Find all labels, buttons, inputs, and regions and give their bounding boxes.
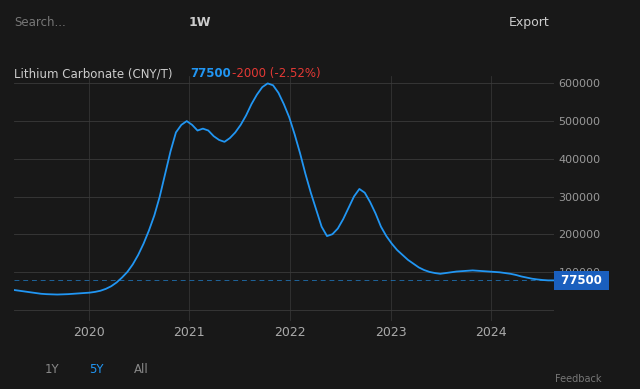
Text: Feedback: Feedback [555, 374, 602, 384]
Text: 1Y: 1Y [45, 363, 60, 376]
Text: Lithium Carbonate (CNY/T): Lithium Carbonate (CNY/T) [14, 67, 173, 81]
Text: All: All [134, 363, 149, 376]
Text: 1W: 1W [189, 16, 211, 29]
Text: 77500: 77500 [191, 67, 232, 81]
Text: 5Y: 5Y [90, 363, 104, 376]
Text: 77500: 77500 [557, 274, 606, 287]
Text: Search...: Search... [14, 16, 66, 29]
Text: Export: Export [509, 16, 550, 29]
Text: -2000 (-2.52%): -2000 (-2.52%) [232, 67, 320, 81]
